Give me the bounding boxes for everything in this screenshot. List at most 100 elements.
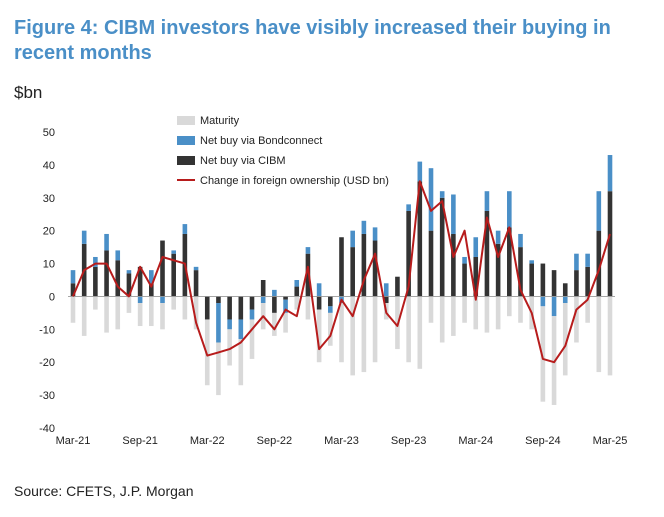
bar-maturity (417, 296, 423, 369)
bar-bondconnect (507, 191, 512, 228)
chart-title: Figure 4: CIBM investors have visibly in… (14, 17, 611, 64)
bar-maturity (227, 329, 232, 366)
bar-maturity (216, 342, 221, 396)
bar-bondconnect (316, 283, 322, 297)
bar-maturity (596, 296, 602, 373)
y-axis-ticks: 50 40 30 20 10 0 -10 -20 -30 -40 (39, 127, 55, 435)
bar-cibm (383, 296, 389, 304)
x-tick-label: Mar-25 (593, 435, 628, 447)
bar-cibm (204, 296, 210, 320)
bar-bondconnect (518, 233, 523, 248)
bar-maturity (182, 296, 188, 320)
bar-maturity (204, 319, 210, 386)
bar-cibm (238, 296, 244, 320)
bar-maturity (137, 303, 143, 327)
bar-cibm (316, 296, 322, 310)
legend-label-ownership: Change in foreign ownership (USD bn) (200, 175, 389, 187)
legend-swatch-bondconnect (177, 136, 195, 145)
bar-bondconnect (216, 303, 221, 343)
bar-cibm (294, 286, 300, 297)
bar-maturity (495, 296, 501, 330)
bar-maturity (193, 296, 199, 330)
bar-bondconnect (260, 296, 266, 304)
bar-bondconnect (607, 155, 613, 192)
bar-maturity (361, 296, 367, 373)
source-note: Source: CFETS, J.P. Morgan (14, 483, 194, 499)
bar-maturity (160, 303, 165, 330)
bar-maturity (294, 296, 300, 310)
bar-bondconnect (350, 230, 355, 248)
bar-bondconnect (70, 270, 76, 284)
bar-maturity (126, 296, 132, 313)
bar-maturity (316, 309, 322, 363)
y-tick-label: 10 (43, 259, 55, 271)
bar-bondconnect (574, 253, 579, 271)
bar-maturity (249, 319, 255, 359)
bar-bondconnect (585, 253, 590, 267)
bar-cibm (126, 273, 132, 297)
x-tick-label: Sep-23 (391, 435, 426, 447)
bar-cibm (507, 227, 512, 297)
bar-cibm (395, 276, 400, 297)
y-tick-label: -30 (39, 390, 55, 402)
bar-cibm (529, 263, 534, 297)
legend-swatch-cibm (177, 156, 195, 165)
bar-cibm (350, 247, 355, 297)
bar-maturity (585, 296, 590, 323)
bar-maturity (462, 296, 467, 323)
bar-maturity (518, 296, 523, 323)
x-tick-label: Sep-21 (122, 435, 157, 447)
bar-cibm (160, 240, 165, 297)
bar-cibm (495, 243, 501, 297)
y-tick-label: 0 (49, 291, 55, 303)
bar-maturity (406, 296, 411, 363)
bar-cibm (104, 250, 109, 297)
bar-maturity (574, 296, 579, 343)
bar-bondconnect (238, 319, 244, 340)
bar-maturity (484, 296, 490, 333)
bar-cibm (93, 266, 98, 297)
bar-bondconnect (171, 250, 176, 254)
bar-maturity (607, 296, 613, 376)
bar-cibm (462, 263, 467, 297)
y-tick-label: 20 (43, 226, 55, 238)
bar-bondconnect (227, 319, 232, 330)
bar-bondconnect (115, 250, 121, 261)
y-tick-label: -20 (39, 357, 55, 369)
bar-cibm (562, 283, 568, 297)
bar-cibm (171, 253, 176, 297)
bar-maturity (439, 296, 445, 343)
legend: Maturity Net buy via Bondconnect Net buy… (177, 115, 389, 187)
bar-cibm (596, 230, 602, 297)
bar-bondconnect (294, 280, 300, 287)
bar-cibm (451, 233, 456, 297)
bar-maturity (171, 296, 176, 310)
bar-maturity (305, 296, 311, 320)
bar-cibm (428, 230, 434, 297)
bar-cibm (260, 280, 266, 297)
bar-cibm (574, 270, 579, 297)
bar-cibm (473, 256, 479, 297)
bar-cibm (216, 296, 221, 304)
x-tick-label: Sep-24 (525, 435, 560, 447)
y-tick-label: 30 (43, 193, 55, 205)
x-tick-label: Sep-22 (257, 435, 292, 447)
bar-maturity (272, 312, 277, 336)
x-tick-label: Mar-22 (190, 435, 225, 447)
bar-maturity (451, 296, 456, 336)
bar-maturity (283, 312, 288, 333)
bar-bondconnect (495, 230, 501, 244)
bar-cibm (305, 253, 311, 297)
legend-label-maturity: Maturity (200, 115, 240, 127)
bar-maturity (93, 296, 98, 310)
bar-cibm (607, 191, 613, 297)
y-tick-label: -10 (39, 324, 55, 336)
bar-bondconnect (383, 283, 389, 297)
bar-cibm (339, 237, 344, 297)
bar-cibm (518, 247, 523, 297)
bar-maturity (328, 312, 333, 346)
bar-bondconnect (428, 168, 434, 231)
bar-bondconnect (249, 309, 255, 320)
bar-maturity (104, 296, 109, 333)
bar-cibm (115, 260, 121, 297)
